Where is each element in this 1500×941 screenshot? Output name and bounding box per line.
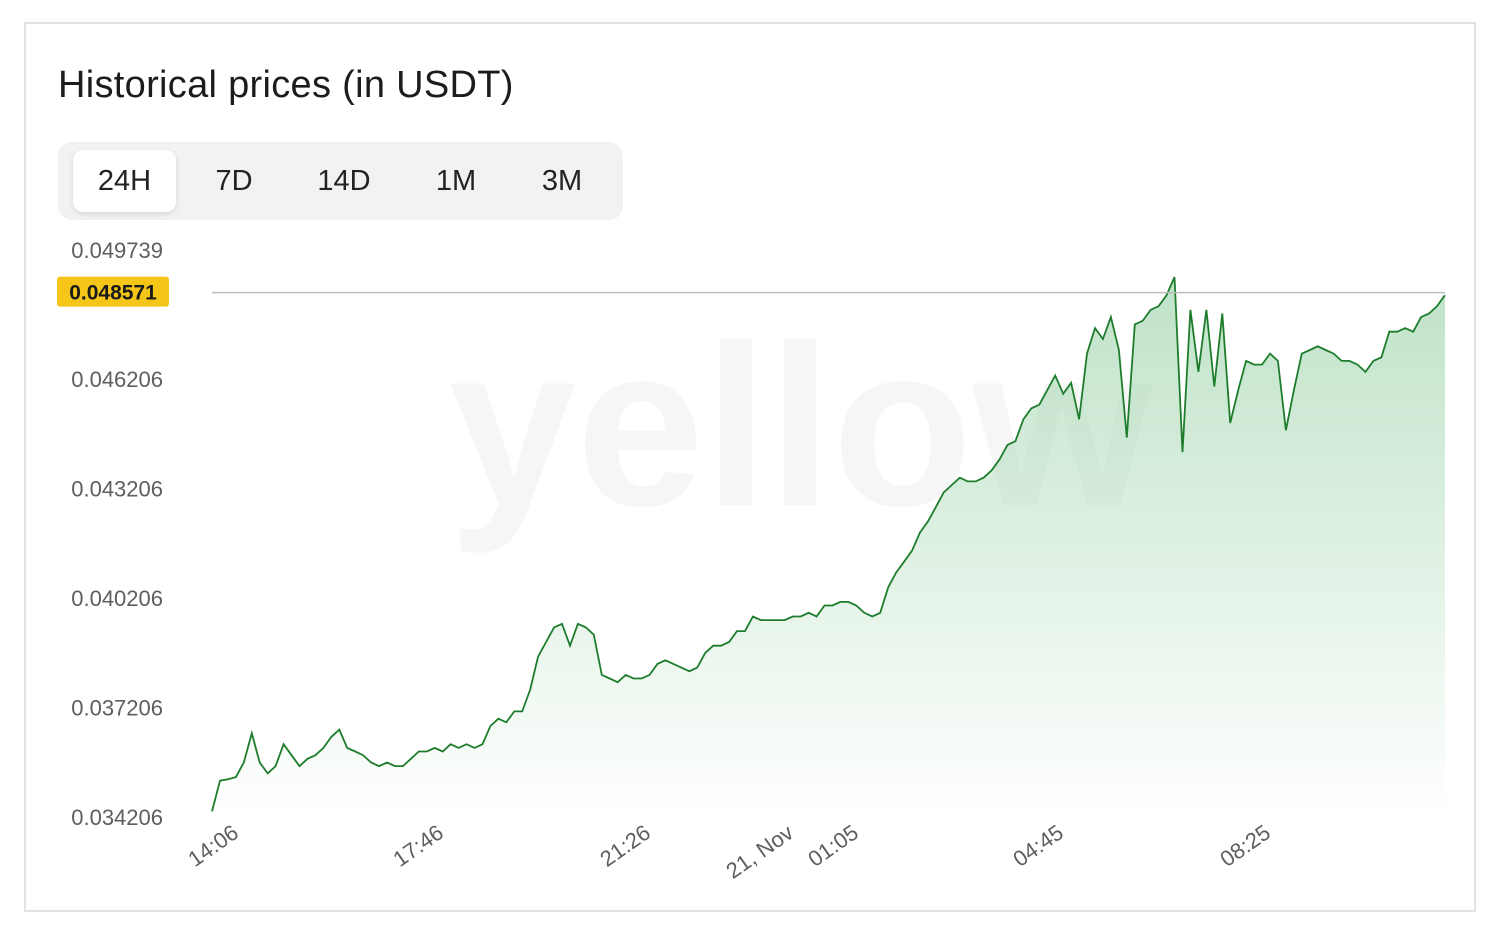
tab-24h[interactable]: 24H bbox=[73, 150, 176, 212]
current-price-label: 0.048571 bbox=[69, 282, 157, 305]
x-tick-label: 01:05 bbox=[803, 820, 862, 872]
x-tick-label: 04:45 bbox=[1008, 820, 1067, 872]
x-tick-label: 08:25 bbox=[1215, 820, 1274, 872]
tab-7d[interactable]: 7D bbox=[215, 165, 253, 197]
current-price-badge bbox=[57, 276, 169, 307]
y-tick-label: 0.037206 bbox=[71, 695, 163, 720]
y-tick-label: 0.040206 bbox=[71, 586, 163, 611]
x-tick-label: 21:26 bbox=[595, 820, 654, 872]
y-tick-label: 0.046206 bbox=[71, 367, 163, 392]
y-tick-label: 0.049739 bbox=[71, 238, 163, 263]
y-tick-label: 0.034206 bbox=[71, 805, 163, 830]
tab-3m[interactable]: 3M bbox=[541, 165, 583, 197]
price-line bbox=[211, 276, 1446, 812]
chart-title: Historical prices (in USDT) bbox=[58, 64, 514, 106]
range-tabs: 24H 7D 14D 1M 3M bbox=[58, 142, 623, 220]
y-axis: 0.049739 0.046206 0.043206 0.040206 0.037206… bbox=[71, 238, 163, 830]
tab-14d[interactable]: 14D bbox=[317, 165, 371, 197]
x-tick-label: 17:46 bbox=[388, 820, 447, 872]
price-area bbox=[212, 277, 1445, 817]
x-tick-label: 21, Nov bbox=[721, 820, 797, 884]
x-axis: 14:06 17:46 21:26 21, Nov 01:05 04:45 08:25 bbox=[183, 820, 1274, 884]
x-tick-label: 14:06 bbox=[183, 820, 242, 872]
y-tick-label: 0.043206 bbox=[71, 476, 163, 501]
tab-1m[interactable]: 1M bbox=[435, 165, 477, 197]
